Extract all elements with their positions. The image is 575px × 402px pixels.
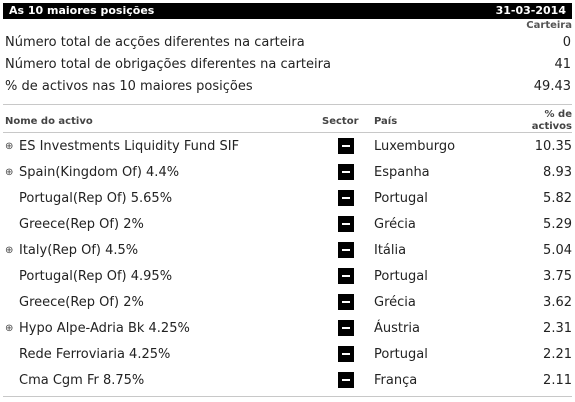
- column-header-name: Nome do activo: [5, 116, 93, 127]
- asset-pct: 3.75: [543, 269, 572, 284]
- asset-pct: 2.11: [543, 373, 572, 388]
- asset-country: Grécia: [374, 295, 416, 310]
- column-header-pct-line1: % de: [544, 109, 572, 120]
- table-row: Cma Cgm Fr 8.75% França 2.11: [3, 369, 572, 395]
- sector-icon: [338, 164, 354, 180]
- table-row: Greece(Rep Of) 2% Grécia 5.29: [3, 213, 572, 239]
- asset-pct: 3.62: [543, 295, 572, 310]
- table-row: ⊕ ES Investments Liquidity Fund SIF Luxe…: [3, 135, 572, 161]
- column-header-pct: % de activos: [532, 109, 572, 133]
- asset-country: França: [374, 373, 418, 388]
- asset-name: Spain(Kingdom Of) 4.4%: [19, 165, 180, 180]
- column-header-country: País: [374, 116, 398, 127]
- asset-name: Greece(Rep Of) 2%: [19, 217, 144, 232]
- table-row: ⊕ Hypo Alpe-Adria Bk 4.25% Áustria 2.31: [3, 317, 572, 343]
- panel-header: As 10 maiores posições 31-03-2014: [3, 3, 572, 19]
- sector-icon: [338, 216, 354, 232]
- summary-value: 41: [554, 57, 571, 72]
- table-row: Portugal(Rep Of) 5.65% Portugal 5.82: [3, 187, 572, 213]
- column-header-sector: Sector: [322, 116, 359, 127]
- asset-country: Grécia: [374, 217, 416, 232]
- sector-icon: [338, 372, 354, 388]
- sector-icon: [338, 138, 354, 154]
- asset-country: Itália: [374, 243, 407, 258]
- summary-label: Número total de obrigações diferentes na…: [5, 57, 331, 72]
- asset-pct: 2.31: [543, 321, 572, 336]
- asset-country: Portugal: [374, 191, 428, 206]
- asset-pct: 10.35: [534, 139, 572, 154]
- asset-pct: 2.21: [543, 347, 572, 362]
- table-row: ⊕ Italy(Rep Of) 4.5% Itália 5.04: [3, 239, 572, 265]
- asset-country: Áustria: [374, 321, 420, 336]
- asset-pct: 8.93: [543, 165, 572, 180]
- table-row: Rede Ferroviaria 4.25% Portugal 2.21: [3, 343, 572, 369]
- asset-name: Greece(Rep Of) 2%: [19, 295, 144, 310]
- column-header-pct-line2: activos: [531, 121, 572, 132]
- summary-value: 49.43: [533, 79, 571, 94]
- panel-title: As 10 maiores posições: [9, 4, 155, 17]
- asset-country: Portugal: [374, 269, 428, 284]
- summary-value: 0: [562, 35, 571, 50]
- asset-country: Luxemburgo: [374, 139, 456, 154]
- expand-icon[interactable]: ⊕: [5, 167, 14, 178]
- asset-name: Portugal(Rep Of) 5.65%: [19, 191, 173, 206]
- sector-icon: [338, 242, 354, 258]
- sector-icon: [338, 320, 354, 336]
- panel-date: 31-03-2014: [495, 4, 566, 17]
- asset-name: Hypo Alpe-Adria Bk 4.25%: [19, 321, 190, 336]
- table-row: ⊕ Spain(Kingdom Of) 4.4% Espanha 8.93: [3, 161, 572, 187]
- summary-row-top10-pct: % de activos nas 10 maiores posições 49.…: [5, 78, 571, 96]
- summary-label: Número total de acções diferentes na car…: [5, 35, 305, 50]
- asset-name: Italy(Rep Of) 4.5%: [19, 243, 139, 258]
- sector-icon: [338, 268, 354, 284]
- summary-label: % de activos nas 10 maiores posições: [5, 79, 253, 94]
- asset-country: Espanha: [374, 165, 430, 180]
- expand-icon[interactable]: ⊕: [5, 323, 14, 334]
- asset-country: Portugal: [374, 347, 428, 362]
- carteira-column-header: Carteira: [526, 20, 572, 31]
- divider: [3, 104, 572, 105]
- sector-icon: [338, 294, 354, 310]
- asset-name: Cma Cgm Fr 8.75%: [19, 373, 145, 388]
- asset-pct: 5.04: [543, 243, 572, 258]
- sector-icon: [338, 190, 354, 206]
- summary-row-stocks: Número total de acções diferentes na car…: [5, 34, 571, 52]
- summary-row-bonds: Número total de obrigações diferentes na…: [5, 56, 571, 74]
- expand-icon[interactable]: ⊕: [5, 245, 14, 256]
- divider: [3, 396, 572, 397]
- asset-name: Portugal(Rep Of) 4.95%: [19, 269, 173, 284]
- table-row: Portugal(Rep Of) 4.95% Portugal 3.75: [3, 265, 572, 291]
- asset-pct: 5.82: [543, 191, 572, 206]
- asset-pct: 5.29: [543, 217, 572, 232]
- divider: [3, 132, 572, 133]
- sector-icon: [338, 346, 354, 362]
- asset-name: Rede Ferroviaria 4.25%: [19, 347, 171, 362]
- asset-name: ES Investments Liquidity Fund SIF: [19, 139, 240, 154]
- expand-icon[interactable]: ⊕: [5, 141, 14, 152]
- table-row: Greece(Rep Of) 2% Grécia 3.62: [3, 291, 572, 317]
